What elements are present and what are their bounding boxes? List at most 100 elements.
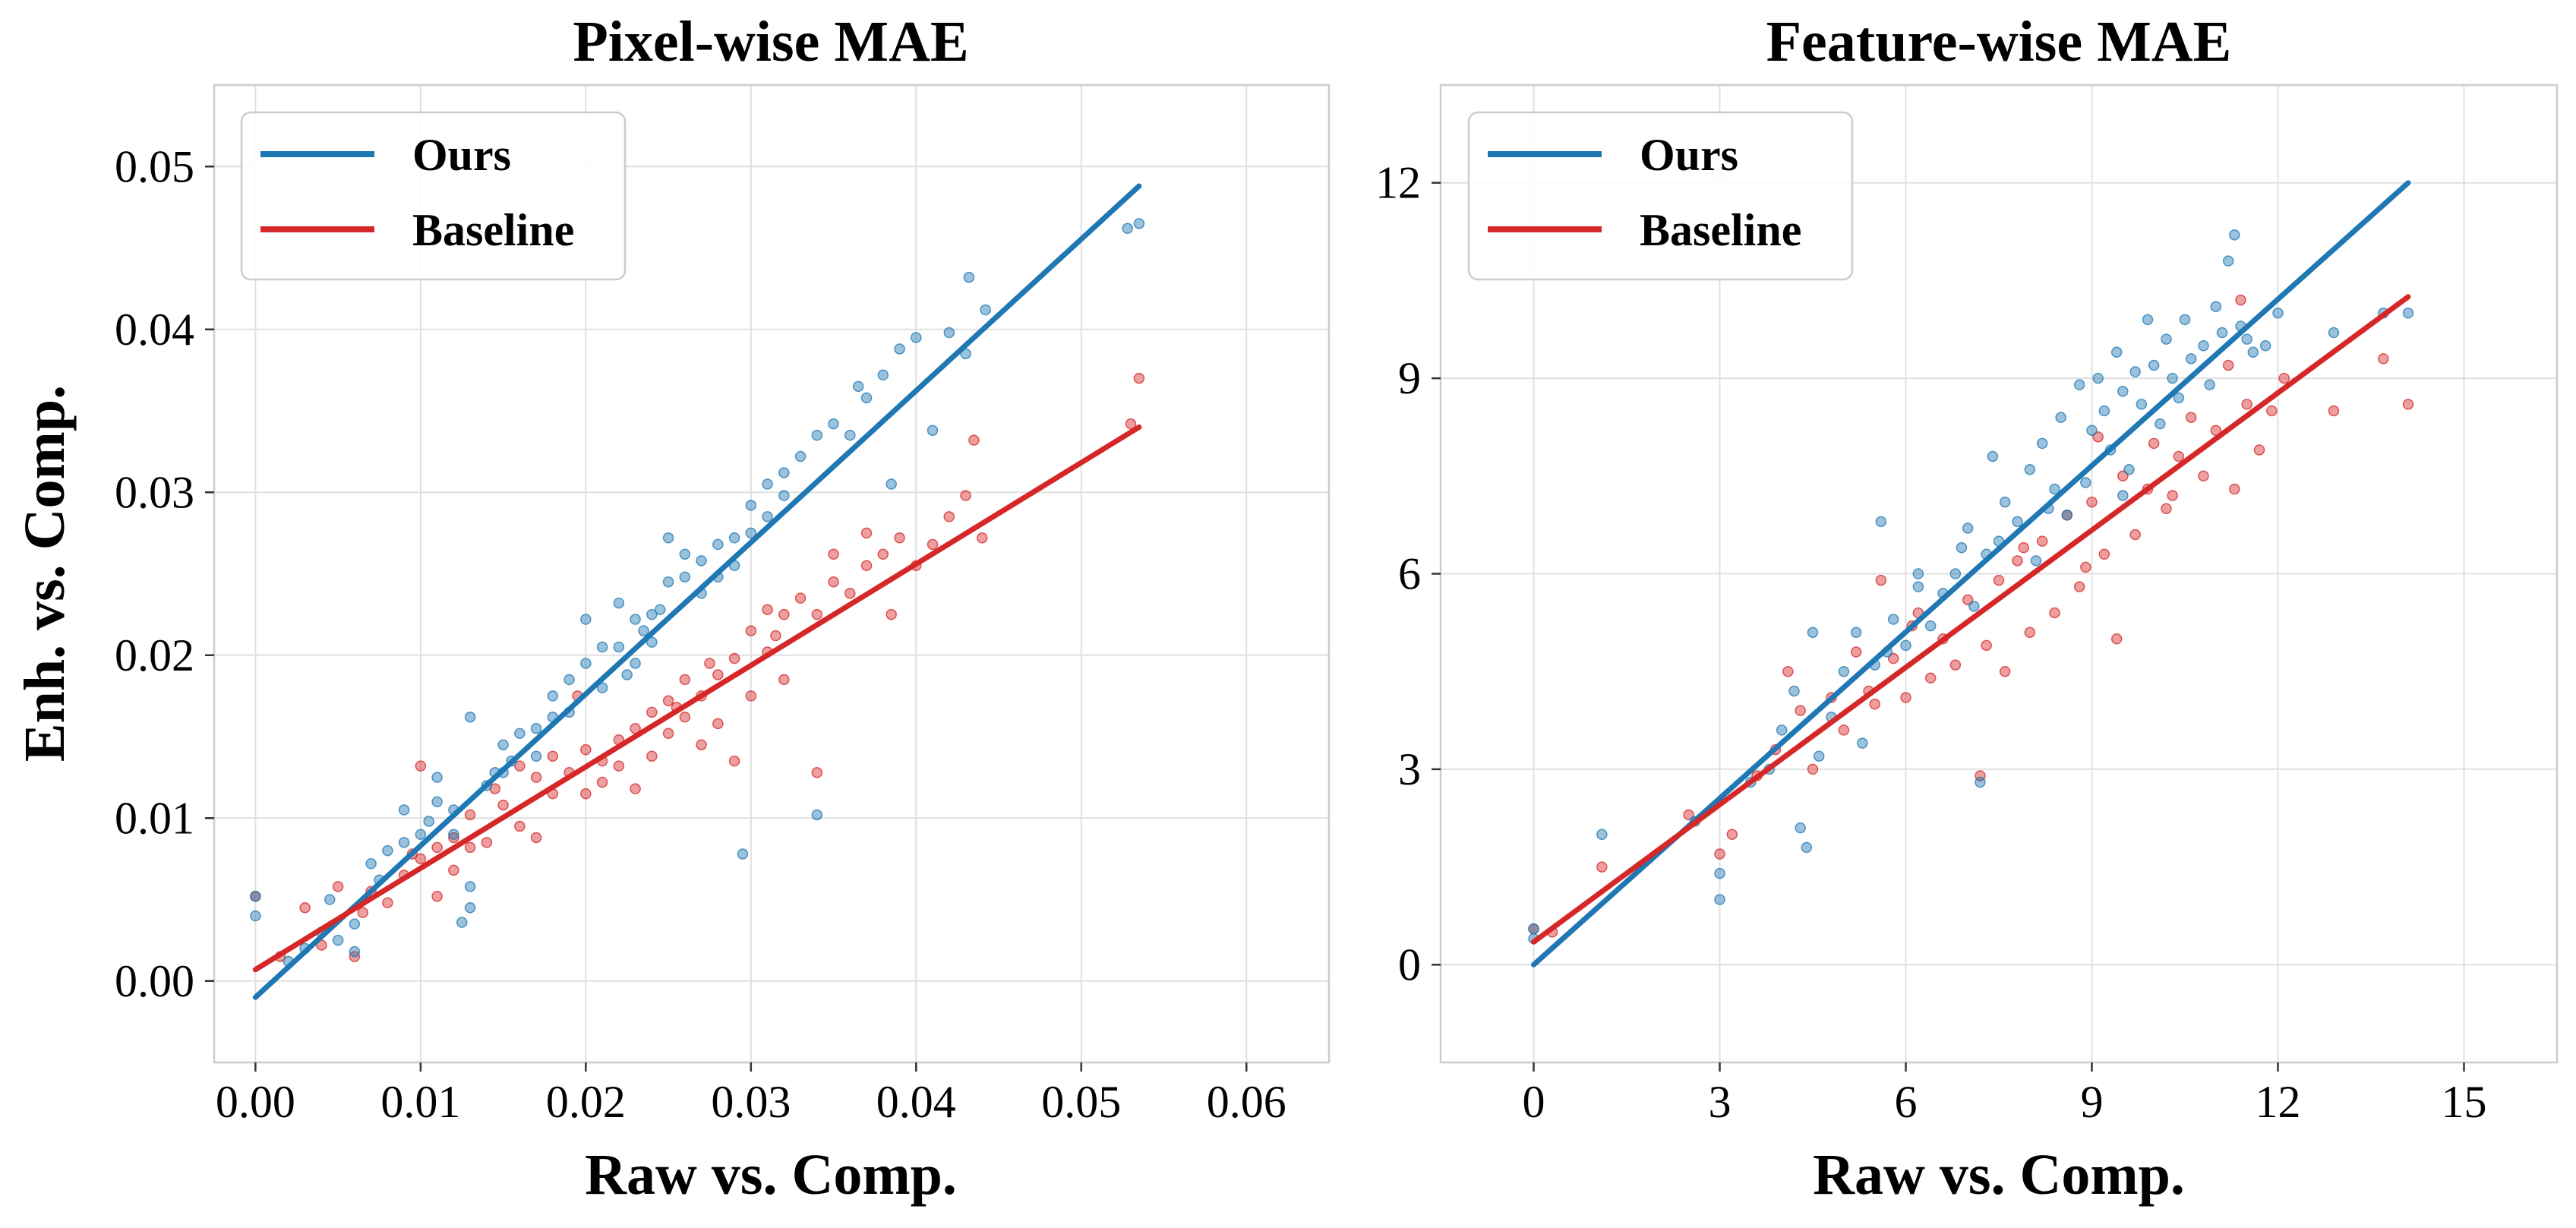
baseline-point bbox=[745, 690, 757, 702]
baseline-point bbox=[943, 511, 955, 522]
ours-point bbox=[530, 750, 542, 762]
baseline-point bbox=[1714, 848, 1725, 860]
ours-point bbox=[696, 555, 707, 567]
baseline-point bbox=[1795, 705, 1806, 716]
ours-point bbox=[431, 796, 443, 808]
baseline-point bbox=[2253, 444, 2265, 456]
ours-point bbox=[828, 418, 839, 430]
ours-point bbox=[332, 934, 344, 946]
chart-title: Feature-wise MAE bbox=[1766, 10, 2232, 74]
ours-point bbox=[250, 890, 261, 902]
x-tick-label: 0.05 bbox=[1041, 1077, 1121, 1127]
ours-point bbox=[1912, 581, 1924, 592]
baseline-point bbox=[415, 853, 427, 865]
legend-baseline-label: Baseline bbox=[412, 205, 574, 255]
baseline-point bbox=[728, 755, 740, 767]
baseline-point bbox=[778, 674, 790, 686]
baseline-point bbox=[662, 695, 674, 707]
baseline-point bbox=[2148, 437, 2160, 450]
baseline-point bbox=[514, 820, 526, 832]
ours-point bbox=[1999, 496, 2011, 508]
ours-point bbox=[2247, 346, 2259, 358]
y-tick-label: 12 bbox=[1375, 158, 1421, 208]
ours-point bbox=[1133, 218, 1145, 229]
baseline-point bbox=[712, 718, 724, 730]
legend-ours-label: Ours bbox=[1640, 130, 1738, 180]
baseline-point bbox=[1133, 372, 1145, 384]
baseline-point bbox=[811, 608, 823, 620]
y-ticks: 0.00 0.01 0.02 0.03 0.04 0.05 bbox=[115, 141, 214, 1006]
chart-title: Pixel-wise MAE bbox=[573, 10, 968, 74]
ours-point bbox=[2229, 229, 2240, 241]
baseline-point bbox=[530, 772, 542, 783]
baseline-point bbox=[547, 750, 559, 762]
ours-point bbox=[980, 304, 991, 316]
ours-point bbox=[762, 478, 773, 490]
ours-point bbox=[1875, 516, 1887, 528]
baseline-point bbox=[1838, 724, 1850, 736]
baseline-point bbox=[580, 788, 592, 800]
baseline-point bbox=[927, 538, 939, 551]
ours-point bbox=[530, 723, 542, 734]
ours-point bbox=[580, 658, 592, 669]
x-tick-label: 0.03 bbox=[711, 1077, 791, 1127]
ours-point bbox=[349, 945, 361, 958]
x-tick-label: 0.02 bbox=[546, 1077, 626, 1127]
ours-point bbox=[2036, 437, 2048, 450]
x-tick-label: 0.06 bbox=[1207, 1077, 1286, 1127]
ours-point bbox=[963, 271, 975, 283]
baseline-point bbox=[530, 832, 542, 844]
ours-point bbox=[1795, 822, 1806, 834]
ours-point bbox=[811, 809, 823, 821]
baseline-point bbox=[1125, 418, 1137, 430]
baseline-point bbox=[2241, 399, 2252, 410]
baseline-point bbox=[1993, 574, 2005, 586]
baseline-points bbox=[250, 372, 1145, 962]
ours-point bbox=[811, 429, 823, 441]
ours-point bbox=[1857, 737, 1868, 749]
baseline-point bbox=[1900, 692, 1911, 703]
ours-point bbox=[662, 532, 674, 544]
ours-point bbox=[712, 538, 724, 551]
baseline-point bbox=[448, 832, 459, 844]
ours-point bbox=[1714, 894, 1725, 905]
ours-point bbox=[778, 467, 790, 478]
ours-point bbox=[2123, 463, 2135, 475]
baseline-point bbox=[646, 750, 658, 762]
baseline-point bbox=[332, 881, 344, 892]
ours-point bbox=[2012, 516, 2023, 528]
ours-point bbox=[2173, 392, 2185, 404]
ours-point bbox=[630, 614, 641, 625]
baseline-point bbox=[2092, 431, 2104, 443]
ours-point bbox=[877, 369, 889, 381]
ours-point bbox=[1850, 627, 1862, 638]
ours-point bbox=[1788, 685, 1800, 697]
y-tick-label: 0.04 bbox=[115, 305, 194, 355]
baseline-point bbox=[679, 712, 691, 723]
ours-point bbox=[1962, 522, 1974, 534]
baseline-point bbox=[596, 776, 608, 788]
ours-point bbox=[662, 576, 674, 588]
baseline-point bbox=[382, 897, 393, 909]
ours-point bbox=[580, 614, 592, 625]
baseline-point bbox=[679, 674, 691, 686]
baseline-point bbox=[1999, 665, 2011, 677]
plot-frame bbox=[213, 84, 1331, 1064]
ours-point bbox=[1956, 541, 1968, 554]
ours-point bbox=[2142, 314, 2154, 326]
baseline-point bbox=[770, 630, 781, 642]
ours-point bbox=[646, 608, 658, 620]
ours-points bbox=[250, 218, 1145, 968]
baseline-point bbox=[1875, 574, 1887, 586]
baseline-point bbox=[1850, 646, 1862, 658]
baseline-point bbox=[481, 837, 493, 848]
ours-point bbox=[382, 844, 393, 857]
baseline-point bbox=[704, 658, 715, 669]
x-tick-label: 9 bbox=[2081, 1077, 2104, 1127]
legend-baseline-label: Baseline bbox=[1640, 205, 1801, 255]
ours-point bbox=[324, 894, 336, 905]
y-tick-label: 9 bbox=[1398, 353, 1421, 403]
ours-point bbox=[621, 669, 633, 680]
ours-point bbox=[1801, 841, 1813, 854]
ours-point bbox=[2136, 399, 2148, 410]
